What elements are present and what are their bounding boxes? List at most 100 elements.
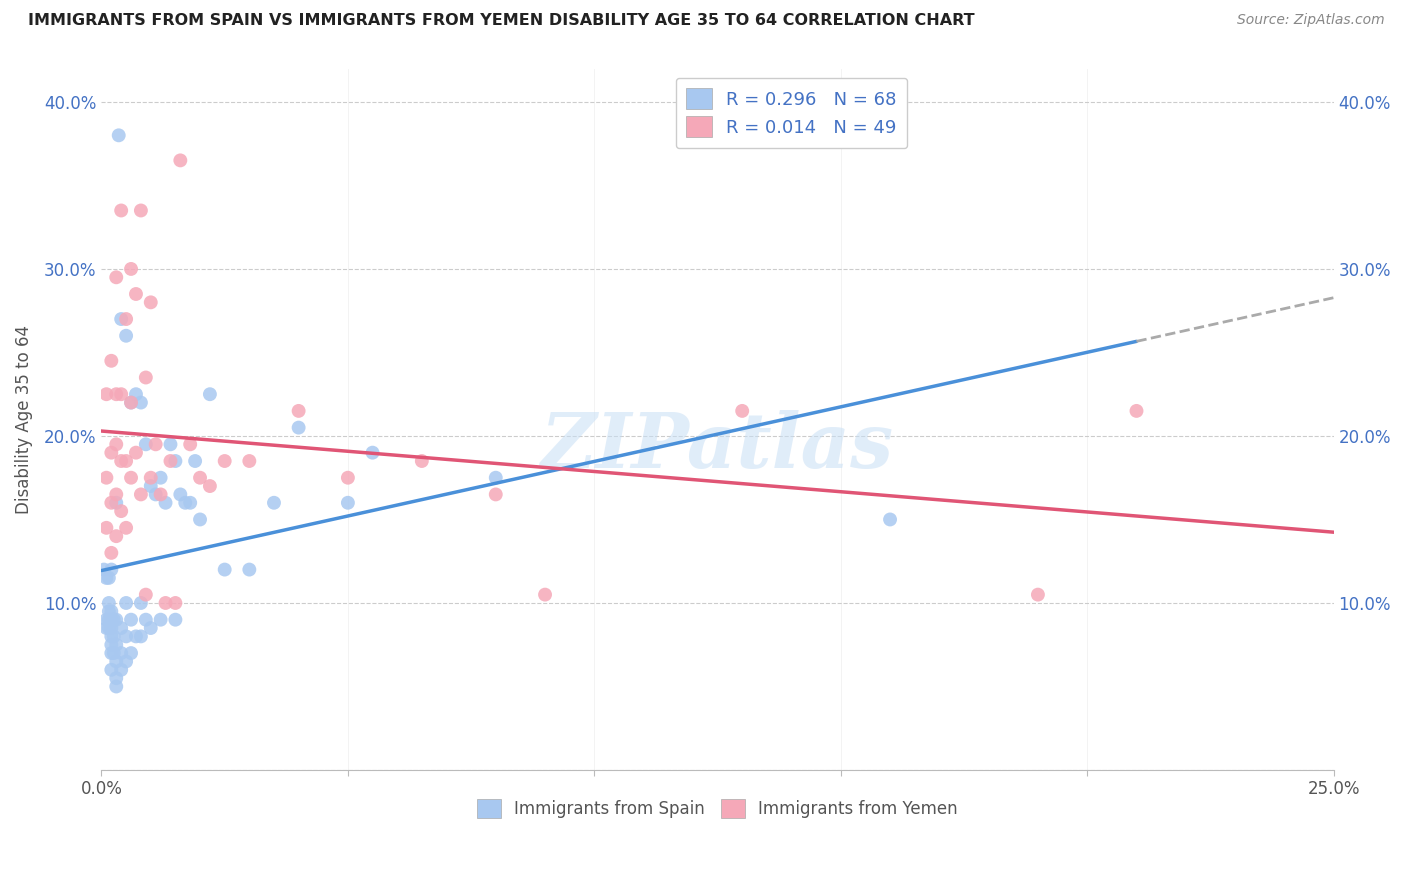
Point [120,395,142,409]
Point [188,512,211,526]
Point [198,387,221,401]
Point [129,395,152,409]
Point [214,563,236,577]
Point [115,328,138,343]
Point [165,613,187,627]
Point [165,596,187,610]
Point [105,680,128,694]
Point [139,621,162,635]
Point [125,387,148,401]
Point [110,454,132,468]
Point [97,613,120,627]
Point [120,646,142,660]
Point [1125,404,1147,418]
Point [1026,588,1049,602]
Text: ZIPatlas: ZIPatlas [541,410,894,484]
Point [120,395,142,409]
Point [198,479,221,493]
Point [129,596,152,610]
Point [149,487,172,501]
Point [731,404,754,418]
Point [155,596,177,610]
Point [145,487,167,501]
Point [534,588,557,602]
Point [103,646,125,660]
Point [110,621,132,635]
Point [125,287,148,301]
Point [96,471,118,485]
Point [159,437,181,451]
Point [97,621,120,635]
Point [100,646,122,660]
Point [115,312,138,326]
Point [879,512,901,526]
Point [110,203,132,218]
Point [97,571,120,585]
Point [93,563,115,577]
Point [105,529,128,543]
Point [485,487,508,501]
Point [188,471,211,485]
Point [169,153,191,168]
Point [165,454,187,468]
Point [336,471,359,485]
Point [179,496,201,510]
Point [105,487,128,501]
Point [361,445,384,459]
Point [149,613,172,627]
Point [149,471,172,485]
Point [105,437,128,451]
Point [96,613,118,627]
Point [336,496,359,510]
Point [105,613,128,627]
Point [135,613,157,627]
Text: Source: ZipAtlas.com: Source: ZipAtlas.com [1237,13,1385,28]
Point [159,454,181,468]
Point [100,613,122,627]
Point [100,621,122,635]
Point [96,571,118,585]
Point [120,471,142,485]
Point [135,437,157,451]
Point [179,437,201,451]
Point [105,638,128,652]
Y-axis label: Disability Age 35 to 64: Disability Age 35 to 64 [15,325,32,514]
Legend: Immigrants from Spain, Immigrants from Yemen: Immigrants from Spain, Immigrants from Y… [471,792,965,825]
Point [155,496,177,510]
Point [100,629,122,643]
Point [100,604,122,618]
Point [287,420,309,434]
Point [105,270,128,285]
Point [485,471,508,485]
Point [139,471,162,485]
Point [139,479,162,493]
Point [238,563,260,577]
Point [115,454,138,468]
Point [97,604,120,618]
Point [110,387,132,401]
Point [100,563,122,577]
Point [411,454,433,468]
Point [100,638,122,652]
Point [120,262,142,277]
Point [139,295,162,310]
Point [103,613,125,627]
Point [100,546,122,560]
Point [105,655,128,669]
Point [115,521,138,535]
Point [135,370,157,384]
Point [96,521,118,535]
Point [110,504,132,518]
Point [238,454,260,468]
Point [214,454,236,468]
Point [125,629,148,643]
Point [110,663,132,677]
Text: IMMIGRANTS FROM SPAIN VS IMMIGRANTS FROM YEMEN DISABILITY AGE 35 TO 64 CORRELATI: IMMIGRANTS FROM SPAIN VS IMMIGRANTS FROM… [28,13,974,29]
Point [184,454,207,468]
Point [105,496,128,510]
Point [145,437,167,451]
Point [103,629,125,643]
Point [129,629,152,643]
Point [125,445,148,459]
Point [135,588,157,602]
